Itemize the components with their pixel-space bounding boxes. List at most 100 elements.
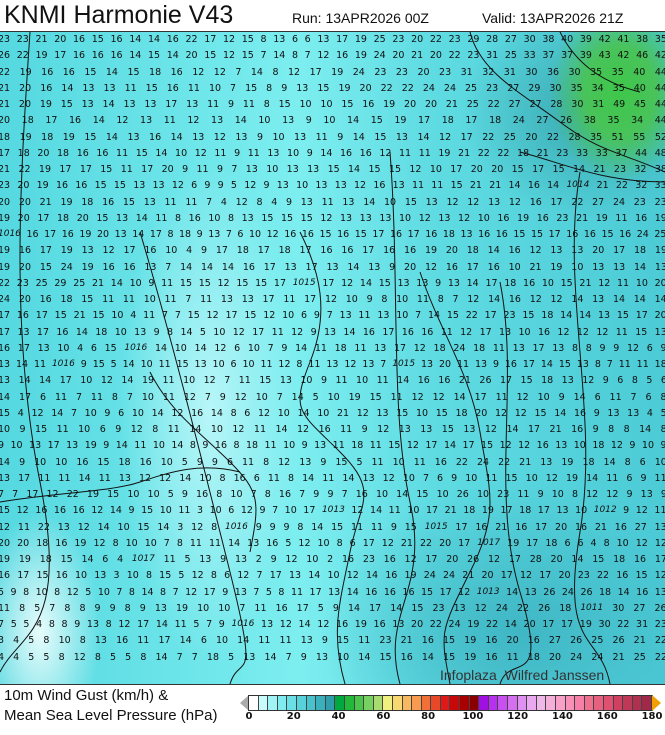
- wind-gust-value: 10: [396, 294, 409, 306]
- wind-gust-value: 19: [565, 472, 579, 484]
- wind-gust-value: 10: [114, 326, 127, 338]
- wind-gust-value: 17: [269, 570, 282, 582]
- wind-gust-value: 10: [152, 440, 165, 452]
- wind-gust-value: 16: [275, 602, 288, 614]
- wind-gust-value: 22: [617, 619, 630, 631]
- wind-gust-value: 9: [181, 489, 188, 501]
- wind-gust-value: 11: [167, 424, 180, 436]
- wind-gust-value: 6: [228, 505, 235, 517]
- wind-gust-value: 24: [60, 261, 73, 273]
- wind-gust-value: 8: [260, 34, 267, 45]
- wind-gust-value: 5: [228, 651, 235, 663]
- wind-gust-value: 17: [0, 310, 11, 322]
- wind-gust-value: 20: [411, 34, 424, 45]
- wind-gust-value: 9: [269, 521, 276, 533]
- wind-gust-value: 9: [337, 131, 344, 143]
- coastline: [149, 371, 257, 553]
- wind-gust-value: 13: [286, 164, 299, 176]
- wind-gust-value: 14: [343, 326, 356, 338]
- wind-gust-value: 10: [10, 440, 23, 452]
- wind-gust-value: 10: [436, 489, 449, 501]
- wind-gust-value: 12: [203, 375, 216, 387]
- wind-gust-value: 11: [636, 359, 649, 371]
- wind-gust-value: 16: [402, 586, 415, 598]
- wind-gust-value: 12: [654, 570, 665, 582]
- wind-gust-value: 13: [576, 359, 589, 371]
- grid-row: 1091511106912811141012111412161191213131…: [0, 424, 665, 435]
- wind-gust-value: 4: [646, 407, 653, 419]
- wind-gust-value: 13: [0, 359, 11, 371]
- wind-gust-value: 12: [263, 310, 276, 322]
- isobar: [139, 231, 247, 684]
- wind-gust-value: 10: [242, 359, 255, 371]
- wind-gust-value: 14: [194, 342, 207, 354]
- wind-gust-value: 18: [39, 554, 52, 566]
- wind-gust-value: 16: [445, 261, 458, 273]
- wind-gust-value: 5: [646, 375, 653, 387]
- wind-gust-value: 5: [193, 619, 200, 631]
- wind-gust-value: 9: [593, 407, 600, 419]
- wind-gust-value: 14: [51, 407, 64, 419]
- wind-gust-value: 15: [337, 635, 350, 647]
- wind-gust-value: 13: [294, 131, 307, 143]
- wind-gust-value: 2: [327, 554, 334, 566]
- wind-gust-value: 11: [370, 521, 384, 533]
- wind-gust-value: 12: [432, 391, 445, 403]
- wind-gust-value: 13: [512, 342, 525, 354]
- wind-gust-value: 26: [580, 586, 593, 598]
- wind-gust-value: 12: [499, 440, 512, 452]
- wind-gust-value: 9: [300, 651, 307, 663]
- wind-gust-value: 5: [110, 651, 117, 663]
- wind-gust-value: 7: [0, 489, 4, 500]
- wind-gust-value: 15: [141, 505, 154, 517]
- wind-gust-value: 23: [439, 66, 452, 78]
- wind-gust-value: 16: [383, 586, 396, 598]
- wind-gust-value: 16: [633, 554, 647, 566]
- wind-gust-value: 14: [129, 34, 142, 45]
- wind-gust-value: 5: [28, 635, 35, 647]
- colorbar-swatch: [575, 696, 585, 710]
- colorbar-swatch: [421, 696, 432, 710]
- wind-gust-value: 14: [396, 489, 409, 501]
- wind-gust-value: 9: [389, 261, 396, 273]
- wind-gust-value: 15: [317, 82, 330, 94]
- wind-gust-value: 15: [421, 586, 434, 598]
- wind-gust-value: 15: [416, 489, 429, 501]
- wind-gust-value: 16: [404, 245, 417, 257]
- wind-gust-value: 8: [381, 294, 388, 306]
- wind-gust-value: 5: [184, 554, 191, 566]
- wind-gust-value: 14: [365, 570, 379, 582]
- wind-gust-value: 16: [196, 489, 209, 501]
- wind-gust-value: 14: [61, 82, 74, 94]
- wind-gust-value: 4: [117, 554, 124, 566]
- wind-gust-value: 16: [417, 375, 430, 387]
- wind-gust-value: 17: [474, 391, 487, 403]
- wind-gust-value: 13: [395, 131, 408, 143]
- wind-gust-value: 14: [115, 440, 128, 452]
- wind-gust-value: 19: [36, 180, 49, 192]
- wind-gust-value: 10: [127, 489, 140, 501]
- colorbar-swatch: [536, 696, 547, 710]
- wind-gust-value: 13: [261, 619, 274, 631]
- wind-gust-value: 14: [179, 635, 192, 647]
- wind-gust-value: 15: [84, 131, 97, 143]
- wind-gust-value: 7: [285, 651, 292, 663]
- wind-gust-value: 18: [149, 66, 162, 78]
- colorbar-tick-label: 120: [507, 711, 529, 722]
- wind-gust-value: 17: [36, 326, 49, 338]
- wind-gust-value: 10: [57, 342, 70, 354]
- colorbar-tick-label: 100: [462, 711, 484, 722]
- wind-gust-value: 19: [62, 131, 75, 143]
- wind-gust-value: 11: [162, 375, 175, 387]
- wind-gust-value: 4: [271, 196, 278, 208]
- wind-gust-value: 24: [561, 586, 574, 598]
- wind-gust-value: 16: [242, 261, 255, 273]
- wind-gust-value: 15: [534, 407, 547, 419]
- colorbar-swatch: [488, 696, 499, 710]
- wind-gust-value: 14: [122, 359, 135, 371]
- wind-gust-value: 12: [266, 229, 279, 241]
- wind-gust-value: 3: [113, 570, 120, 582]
- wind-gust-value: 18: [634, 245, 647, 257]
- wind-gust-value: 9: [361, 424, 368, 436]
- wind-gust-value: 15: [39, 261, 52, 273]
